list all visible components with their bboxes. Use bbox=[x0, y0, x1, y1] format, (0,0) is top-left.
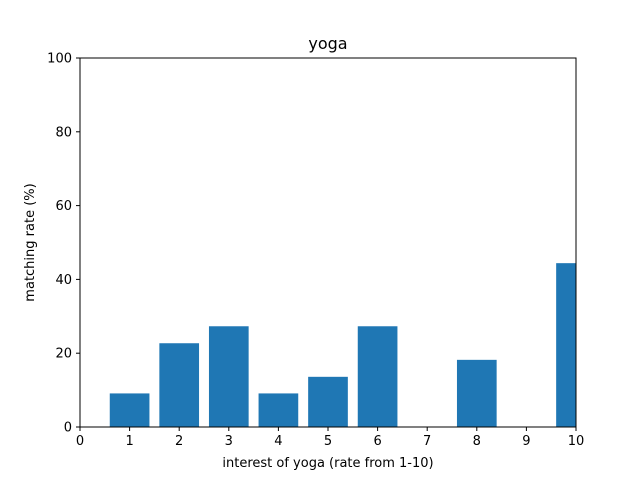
x-tick-label: 10 bbox=[568, 434, 585, 449]
x-tick-label: 6 bbox=[373, 434, 381, 449]
y-tick-label: 40 bbox=[55, 273, 72, 288]
plot-frame bbox=[79, 57, 577, 428]
x-tick-label: 4 bbox=[274, 434, 282, 449]
y-axis-ticks: 0 20 40 60 80 100 bbox=[47, 52, 80, 436]
x-axis-ticks: 0 1 2 3 4 5 6 7 8 9 10 bbox=[76, 427, 584, 449]
bar-6 bbox=[357, 326, 398, 427]
y-tick-label: 0 bbox=[64, 421, 72, 436]
bar-4 bbox=[258, 393, 299, 427]
x-tick-label: 7 bbox=[423, 434, 431, 449]
x-tick-label: 9 bbox=[522, 434, 530, 449]
bar-8 bbox=[456, 359, 497, 427]
y-tick-label: 80 bbox=[55, 125, 72, 140]
y-tick-label: 60 bbox=[55, 199, 72, 214]
bar-2 bbox=[159, 343, 200, 427]
bar-5 bbox=[308, 376, 348, 427]
x-tick-label: 1 bbox=[125, 434, 133, 449]
y-tick-label: 20 bbox=[55, 347, 72, 362]
bars-group bbox=[109, 263, 576, 427]
bar-10 bbox=[556, 263, 576, 427]
y-tick-label: 100 bbox=[47, 52, 72, 67]
x-tick-label: 5 bbox=[324, 434, 332, 449]
x-tick-label: 2 bbox=[175, 434, 183, 449]
x-tick-label: 0 bbox=[76, 434, 84, 449]
x-tick-label: 8 bbox=[473, 434, 481, 449]
bar-3 bbox=[208, 326, 249, 427]
x-tick-label: 3 bbox=[225, 434, 233, 449]
y-axis-label: matching rate (%) bbox=[23, 183, 38, 301]
bar-1 bbox=[109, 393, 150, 427]
chart-title: yoga bbox=[308, 34, 347, 53]
x-axis-label: interest of yoga (rate from 1-10) bbox=[222, 456, 433, 471]
